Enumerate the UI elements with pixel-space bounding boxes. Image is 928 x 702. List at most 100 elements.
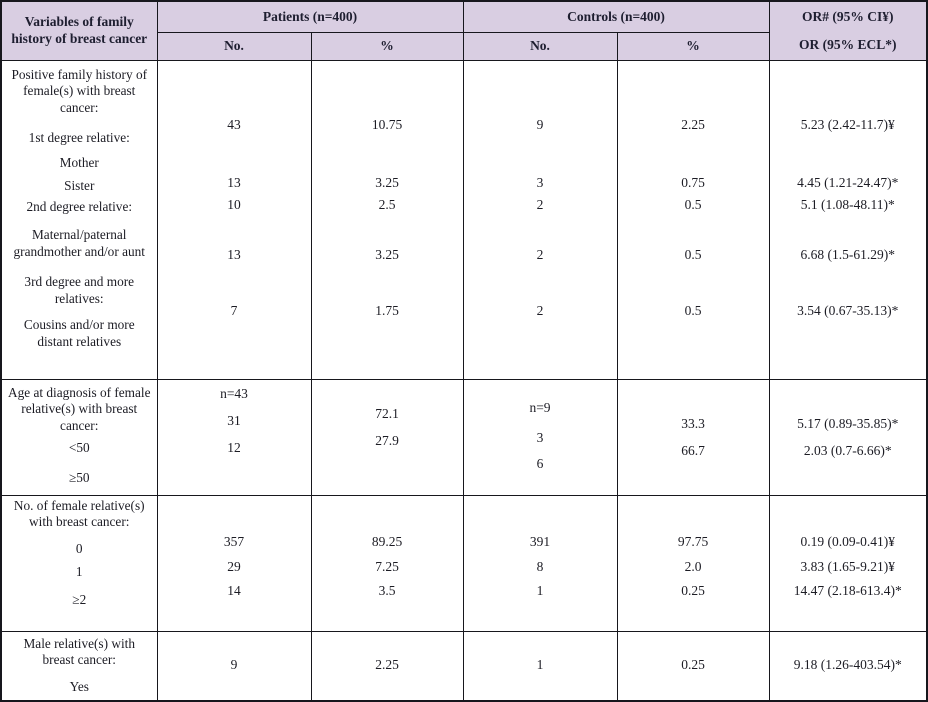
patients-pct-cell: 89.25 7.25 3.5 <box>310 494 464 632</box>
row-label: No. of female relative(s) with breast ca… <box>13 497 145 530</box>
value-line: 0.5 <box>684 302 702 318</box>
value-line: 97.75 <box>677 533 709 549</box>
or-value-line: 3.54 (0.67-35.13)* <box>797 302 899 318</box>
value-line: 33.3 <box>681 415 705 431</box>
value-line: 14 <box>227 582 241 598</box>
row-label: Maternal/paternal grandmother and/or aun… <box>13 227 145 259</box>
or-value-line: 6.68 (1.5-61.29)* <box>800 246 896 262</box>
section-age-at-diagnosis: Age at diagnosis of female relative(s) w… <box>0 378 928 496</box>
or-cell: 5.17 (0.89-35.85)* 2.03 (0.7-6.66)* <box>768 378 928 496</box>
value-line: 27.9 <box>375 432 399 448</box>
controls-pct-cell: 97.75 2.0 0.25 <box>616 494 770 632</box>
value-line: 43 <box>227 116 241 132</box>
value-line: 2.0 <box>684 558 702 574</box>
header-controls-pct-label: % <box>686 38 700 53</box>
labels-cell: No. of female relative(s) with breast ca… <box>0 494 158 632</box>
patients-pct-cell: 72.1 27.9 <box>310 378 464 496</box>
or-value-line: 4.45 (1.21-24.47)* <box>797 174 899 190</box>
row-label: Age at diagnosis of female relative(s) w… <box>7 384 151 433</box>
labels-cell: Positive family history of female(s) wit… <box>0 59 158 380</box>
header-controls-label: Controls (n=400) <box>567 8 665 24</box>
section-male-relatives: Male relative(s) with breast cancer: Yes… <box>0 630 928 701</box>
row-label: 3rd degree and more relatives: <box>24 274 135 306</box>
row-label: Positive family history of female(s) wit… <box>11 66 148 115</box>
controls-no-cell: 9 3 2 2 2 <box>462 59 618 380</box>
value-line: 0.25 <box>681 582 705 598</box>
header-patients: Patients (n=400) <box>156 0 464 33</box>
row-label: Sister <box>64 178 95 193</box>
value-line: 1 <box>536 582 544 598</box>
controls-no-cell: 1 <box>462 630 618 701</box>
patients-no-cell: 357 29 14 <box>156 494 312 632</box>
value-line: 2.25 <box>681 116 705 132</box>
value-line: 66.7 <box>681 442 705 458</box>
or-value-line: 2.03 (0.7-6.66)* <box>803 442 892 458</box>
value-line: 12 <box>227 439 241 455</box>
value-line: 1 <box>536 656 544 672</box>
or-cell: 5.23 (2.42-11.7)¥ 4.45 (1.21-24.47)* 5.1… <box>768 59 928 380</box>
value-line: 13 <box>227 174 241 190</box>
or-cell: 0.19 (0.09-0.41)¥ 3.83 (1.65-9.21)¥ 14.4… <box>768 494 928 632</box>
or-value-line: 5.1 (1.08-48.11)* <box>800 196 895 212</box>
section-positive-family-history: Positive family history of female(s) wit… <box>0 59 928 380</box>
value-line: 7.25 <box>375 558 399 574</box>
or-value-line: 9.18 (1.26-403.54)* <box>793 656 902 672</box>
or-value-line: 5.23 (2.42-11.7)¥ <box>800 116 895 132</box>
patients-no-cell: 9 <box>156 630 312 701</box>
value-line: 31 <box>227 412 241 428</box>
value-line: 6 <box>536 455 544 471</box>
header-or-line2: OR (95% ECL*) <box>799 36 897 52</box>
table-body: Positive family history of female(s) wit… <box>0 59 928 701</box>
value-line: 72.1 <box>375 405 399 421</box>
header-controls-pct: % <box>616 31 770 61</box>
value-line: 0.5 <box>684 246 702 262</box>
row-label: <50 <box>68 440 90 455</box>
value-line: 2.5 <box>378 196 396 212</box>
value-line: 2.25 <box>375 656 399 672</box>
value-line: 10.75 <box>371 116 403 132</box>
header-controls-no-label: No. <box>530 38 550 53</box>
value-line: 3 <box>536 174 544 190</box>
value-line: 29 <box>227 558 241 574</box>
row-label: ≥2 <box>72 591 87 607</box>
row-label: 2nd degree relative: <box>26 198 133 214</box>
value-line: 357 <box>223 533 245 549</box>
or-value-line: 14.47 (2.18-613.4)* <box>793 582 902 598</box>
controls-pct-cell: 2.25 0.75 0.5 0.5 0.5 <box>616 59 770 380</box>
value-line: 0.25 <box>681 656 705 672</box>
patients-pct-cell: 2.25 <box>310 630 464 701</box>
row-label: ≥50 <box>68 469 90 485</box>
value-line: 7 <box>230 302 238 318</box>
value-line: 2 <box>536 196 544 212</box>
patients-no-cell: n=43 31 12 <box>156 378 312 496</box>
value-line: 3.25 <box>375 246 399 262</box>
patients-pct-cell: 10.75 3.25 2.5 3.25 1.75 <box>310 59 464 380</box>
controls-pct-cell: 33.3 66.7 <box>616 378 770 496</box>
value-line: 9 <box>230 656 238 672</box>
value-line: 1.75 <box>375 302 399 318</box>
header-patients-no: No. <box>156 31 312 61</box>
value-line: 3.5 <box>378 582 396 598</box>
value-line: 13 <box>227 246 241 262</box>
row-label: 1 <box>75 564 83 579</box>
row-label: Male relative(s) with breast cancer: <box>23 635 135 668</box>
controls-no-cell: n=9 3 6 <box>462 378 618 496</box>
row-label: Cousins and/or more distant relatives <box>23 317 135 349</box>
section-number-of-female-relatives: No. of female relative(s) with breast ca… <box>0 494 928 632</box>
or-cell: 9.18 (1.26-403.54)* <box>768 630 928 701</box>
value-line: 9 <box>536 116 544 132</box>
value-line: 2 <box>536 246 544 262</box>
value-line: 391 <box>529 533 551 549</box>
header-or: OR# (95% CI¥) OR (95% ECL*) <box>768 0 928 61</box>
labels-cell: Age at diagnosis of female relative(s) w… <box>0 378 158 496</box>
value-line: 89.25 <box>371 533 403 549</box>
row-label: 1st degree relative: <box>28 130 130 145</box>
value-line: 0.75 <box>681 174 705 190</box>
value-line: 3 <box>536 429 544 445</box>
value-line: 10 <box>227 196 241 212</box>
row-label: Yes <box>69 678 89 694</box>
header-patients-label: Patients (n=400) <box>262 8 358 24</box>
patients-no-cell: 43 13 10 13 7 <box>156 59 312 380</box>
or-value-line: 3.83 (1.65-9.21)¥ <box>800 558 896 574</box>
